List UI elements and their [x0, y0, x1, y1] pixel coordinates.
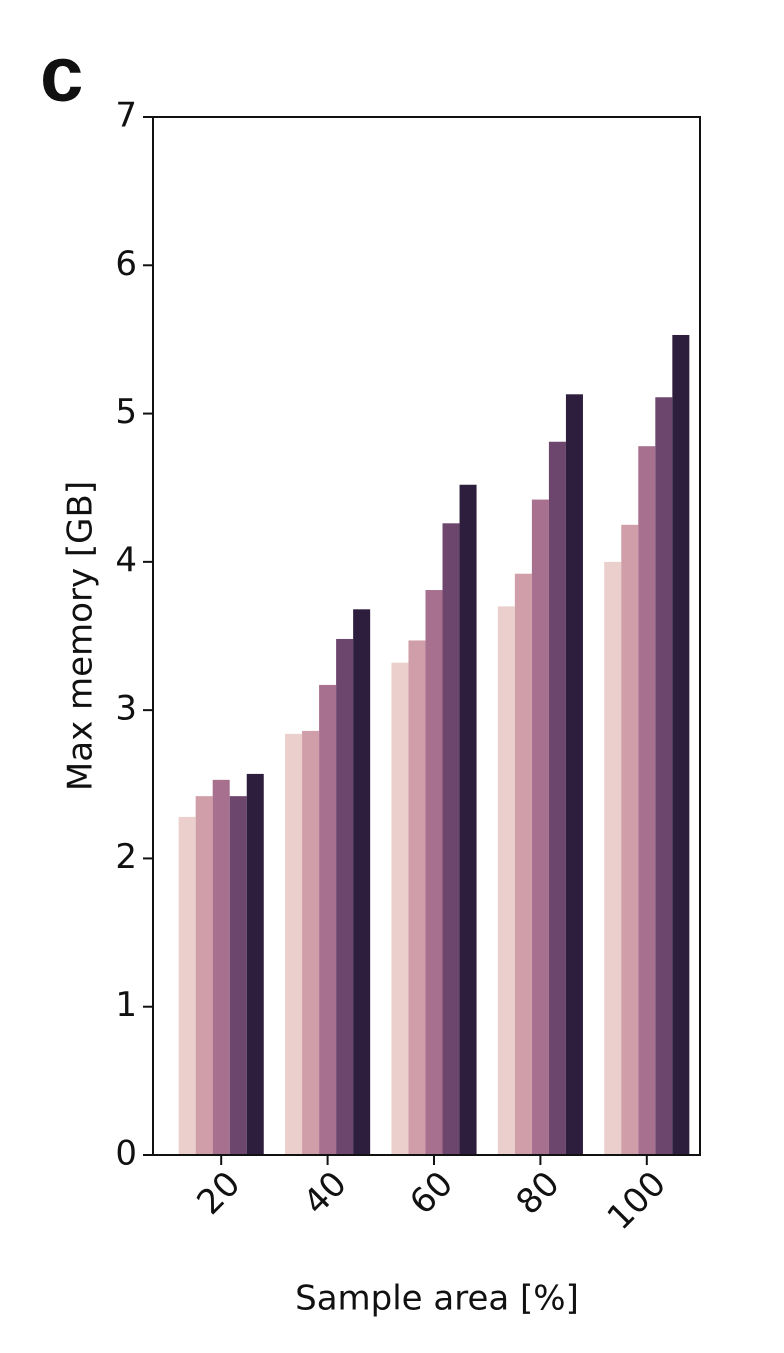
bar [391, 662, 409, 1155]
bar [212, 779, 230, 1155]
y-tick-label: 1 [115, 985, 137, 1025]
bar [621, 524, 639, 1155]
y-axis-label: Max memory [GB] [61, 481, 101, 791]
bar [285, 733, 303, 1155]
bar [319, 684, 337, 1155]
x-axis-label: Sample area [%] [295, 1279, 579, 1319]
bar [302, 730, 320, 1155]
bar [408, 640, 426, 1155]
bar [195, 796, 213, 1155]
x-tick-label: 80 [509, 1164, 568, 1223]
bar [604, 561, 622, 1155]
panel-label: c [40, 30, 83, 118]
y-tick-label: 2 [115, 837, 137, 877]
bar [178, 816, 196, 1155]
y-tick-label: 3 [115, 689, 137, 729]
bar [565, 394, 583, 1155]
bar [459, 484, 477, 1156]
bar [425, 590, 443, 1155]
bar [514, 573, 532, 1155]
x-tick-label: 40 [296, 1164, 355, 1223]
bar [246, 773, 264, 1155]
bar [655, 397, 673, 1155]
bar [442, 523, 460, 1155]
bar [672, 334, 690, 1156]
bar [353, 609, 371, 1155]
y-tick-label: 4 [115, 540, 137, 580]
bar [229, 796, 247, 1155]
bar [497, 606, 515, 1155]
bar [531, 499, 549, 1155]
bar [548, 441, 566, 1155]
y-tick-label: 5 [115, 392, 137, 432]
y-tick-label: 0 [115, 1134, 137, 1174]
plot-frame [152, 116, 701, 1156]
x-tick-label: 20 [189, 1164, 248, 1223]
y-tick-label: 6 [115, 244, 137, 284]
bar [336, 638, 354, 1155]
x-tick-label: 60 [402, 1164, 461, 1223]
bar [638, 446, 656, 1155]
y-tick-label: 7 [115, 96, 137, 136]
x-tick-label: 100 [600, 1164, 674, 1238]
